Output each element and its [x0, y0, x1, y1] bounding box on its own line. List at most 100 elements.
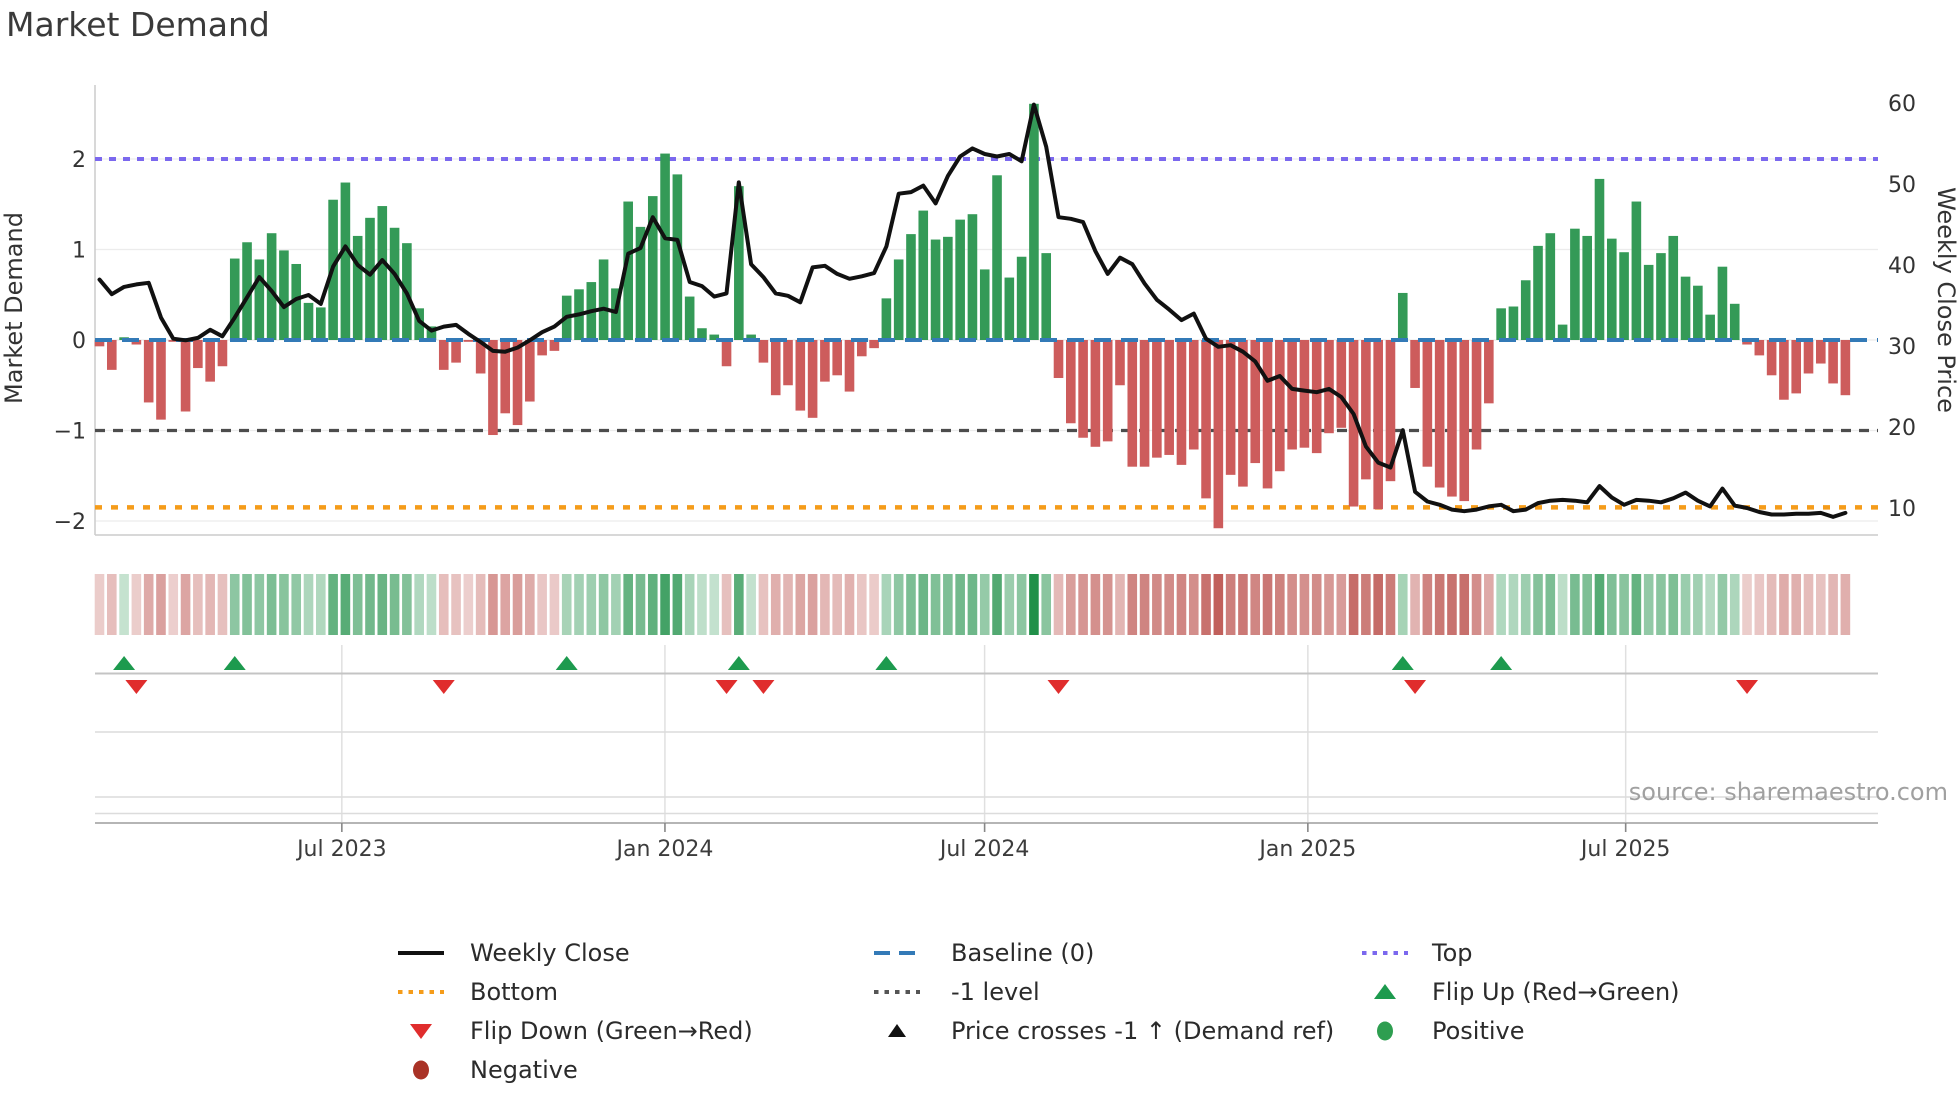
- demand-bar-negative: [1225, 340, 1236, 475]
- demand-bar-negative: [205, 340, 215, 382]
- heatmap-cell: [1643, 574, 1654, 635]
- heatmap-cell: [94, 574, 105, 635]
- demand-bar-positive: [377, 206, 388, 340]
- demand-bar-positive: [365, 217, 375, 340]
- demand-bar-positive: [1668, 235, 1679, 340]
- heatmap-cell: [906, 574, 916, 635]
- heatmap-cell: [967, 574, 978, 635]
- heatmap-cell: [1029, 574, 1039, 635]
- demand-bar-positive: [1643, 264, 1654, 340]
- demand-bar-positive: [291, 263, 302, 340]
- legend-item: Flip Up (Red→Green): [1374, 978, 1680, 1006]
- heatmap-cell: [758, 574, 769, 635]
- heatmap-cell: [168, 574, 179, 635]
- demand-bar-negative: [1742, 340, 1752, 345]
- demand-bar-negative: [106, 340, 117, 370]
- heatmap-cell: [1361, 574, 1371, 635]
- demand-bar-positive: [1705, 314, 1715, 340]
- heatmap-cell: [475, 574, 486, 635]
- demand-bar-negative: [463, 340, 474, 342]
- demand-bar-negative: [869, 340, 879, 349]
- demand-bar-positive: [1533, 245, 1543, 340]
- heatmap-cell: [1705, 574, 1715, 635]
- price-polyline: [97, 102, 1848, 519]
- demand-bar-negative: [1090, 340, 1101, 447]
- demand-bar-negative: [1447, 340, 1457, 497]
- demand-bar-positive: [647, 196, 658, 340]
- x-tick-label: Jul 2025: [1579, 837, 1671, 862]
- heatmap-cell: [660, 574, 670, 635]
- demand-bar-positive: [955, 219, 965, 340]
- right-tick-label: 20: [1888, 416, 1916, 441]
- demand-bar-negative: [1828, 340, 1838, 384]
- demand-bar-positive: [1656, 253, 1666, 340]
- legend-label: Flip Down (Green→Red): [470, 1017, 753, 1045]
- heatmap-cell: [451, 574, 461, 635]
- demand-bar-negative: [438, 340, 449, 370]
- demand-bar-positive: [943, 236, 953, 340]
- demand-bar-positive: [893, 259, 904, 340]
- legend-item: Price crosses -1 ↑ (Demand ref): [888, 1017, 1334, 1045]
- demand-bar-positive: [697, 328, 707, 340]
- heatmap-cell: [1545, 574, 1556, 635]
- heatmap-cell: [1816, 574, 1826, 635]
- heatmap-cell: [1311, 574, 1322, 635]
- heatmap-cell: [1164, 574, 1174, 635]
- heatmap-cell: [291, 574, 302, 635]
- heatmap-cell: [1434, 574, 1445, 635]
- heatmap-cell: [1016, 574, 1027, 635]
- demand-bar-positive: [1016, 256, 1027, 340]
- heatmap-cell: [1066, 574, 1076, 635]
- left-tick-label: −2: [54, 510, 86, 535]
- heatmap-cell: [1779, 574, 1789, 635]
- heatmap-cell: [1717, 574, 1728, 635]
- heatmap-cell: [1127, 574, 1138, 635]
- heatmap-cell: [635, 574, 646, 635]
- legend-label: Flip Up (Red→Green): [1432, 978, 1680, 1006]
- legend-item: -1 level: [874, 978, 1040, 1006]
- heatmap-cell: [352, 574, 363, 635]
- heatmap-cell: [1102, 574, 1113, 635]
- demand-bar-negative: [1484, 340, 1494, 404]
- demand-bar-positive: [1570, 228, 1580, 340]
- demand-bar-negative: [1779, 340, 1789, 400]
- flip-up-triangle: [113, 656, 136, 670]
- demand-bar-positive: [1545, 233, 1556, 340]
- demand-bar-negative: [795, 340, 806, 411]
- heatmap-cell: [1619, 574, 1629, 635]
- heatmap-cell: [1287, 574, 1297, 635]
- heatmap-cell: [242, 574, 252, 635]
- heatmap-cell: [893, 574, 904, 635]
- demand-bar-negative: [783, 340, 793, 386]
- demand-bar-positive: [709, 334, 720, 340]
- demand-bar-negative: [1754, 340, 1765, 356]
- heatmap-cell: [1557, 574, 1568, 635]
- x-axis-date-ticks: Jul 2023 Jan 2024 Jul 2024 Jan 2025 Jul 2025: [295, 837, 1670, 862]
- heatmap-cell: [1520, 574, 1531, 635]
- right-tick-label: 30: [1888, 335, 1916, 360]
- demand-bar-negative: [451, 340, 461, 363]
- heatmap-cell: [377, 574, 388, 635]
- heatmap-cell: [1582, 574, 1592, 635]
- heatmap-cell: [881, 574, 892, 635]
- heatmap-cell: [156, 574, 166, 635]
- demand-heatmap-strip: [94, 574, 1851, 635]
- demand-bar-positive: [635, 226, 646, 340]
- x-tick-label: Jul 2023: [295, 837, 387, 862]
- heatmap-cell: [1668, 574, 1679, 635]
- heatmap-cell: [180, 574, 191, 635]
- demand-bar-negative: [1115, 340, 1125, 386]
- heatmap-cell: [1078, 574, 1088, 635]
- right-tick-label: 60: [1888, 92, 1916, 117]
- demand-bar-positive: [1717, 266, 1728, 340]
- legend-item: Negative: [413, 1056, 578, 1084]
- heatmap-cell: [1213, 574, 1224, 635]
- heatmap-cell: [279, 574, 289, 635]
- heatmap-cell: [1201, 574, 1211, 635]
- demand-bar-positive: [279, 250, 289, 340]
- heatmap-cell: [1496, 574, 1506, 635]
- heatmap-cell: [844, 574, 855, 635]
- demand-bar-positive: [1041, 253, 1052, 340]
- demand-bar-positive: [918, 210, 929, 340]
- demand-bar-negative: [832, 340, 842, 376]
